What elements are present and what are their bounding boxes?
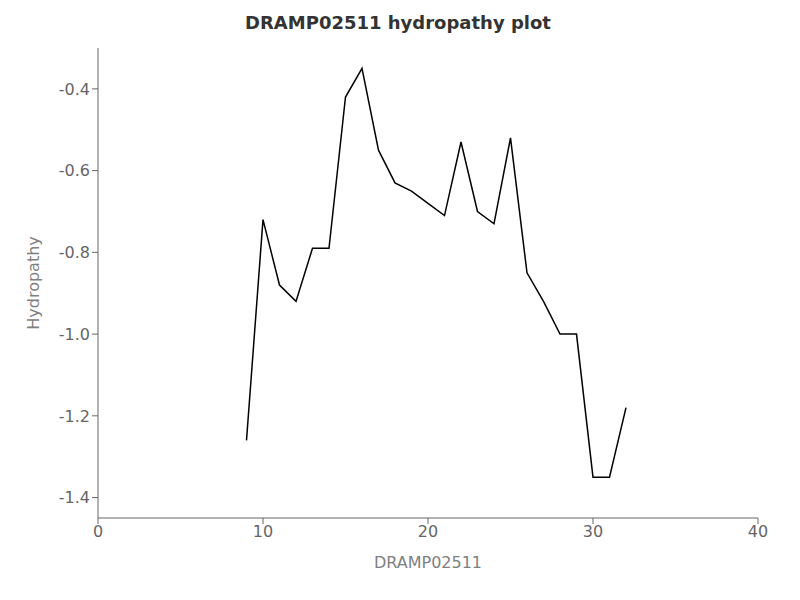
svg-text:0: 0 [93,522,103,541]
svg-text:20: 20 [418,522,438,541]
svg-text:Hydropathy: Hydropathy [24,236,43,330]
svg-text:10: 10 [253,522,273,541]
svg-text:30: 30 [583,522,603,541]
html-text:DRAMP02511 hydropathy plot: DRAMP02511 hydropathy plot [245,12,551,33]
svg-text:-0.8: -0.8 [59,243,90,262]
svg-text:-1.4: -1.4 [59,488,90,507]
svg-text:DRAMP02511: DRAMP02511 [374,553,482,572]
svg-text:-1.0: -1.0 [59,325,90,344]
svg-text:-0.6: -0.6 [59,161,90,180]
svg-text:-1.2: -1.2 [59,407,90,426]
svg-text:-0.4: -0.4 [59,80,90,99]
svg-text:40: 40 [748,522,768,541]
